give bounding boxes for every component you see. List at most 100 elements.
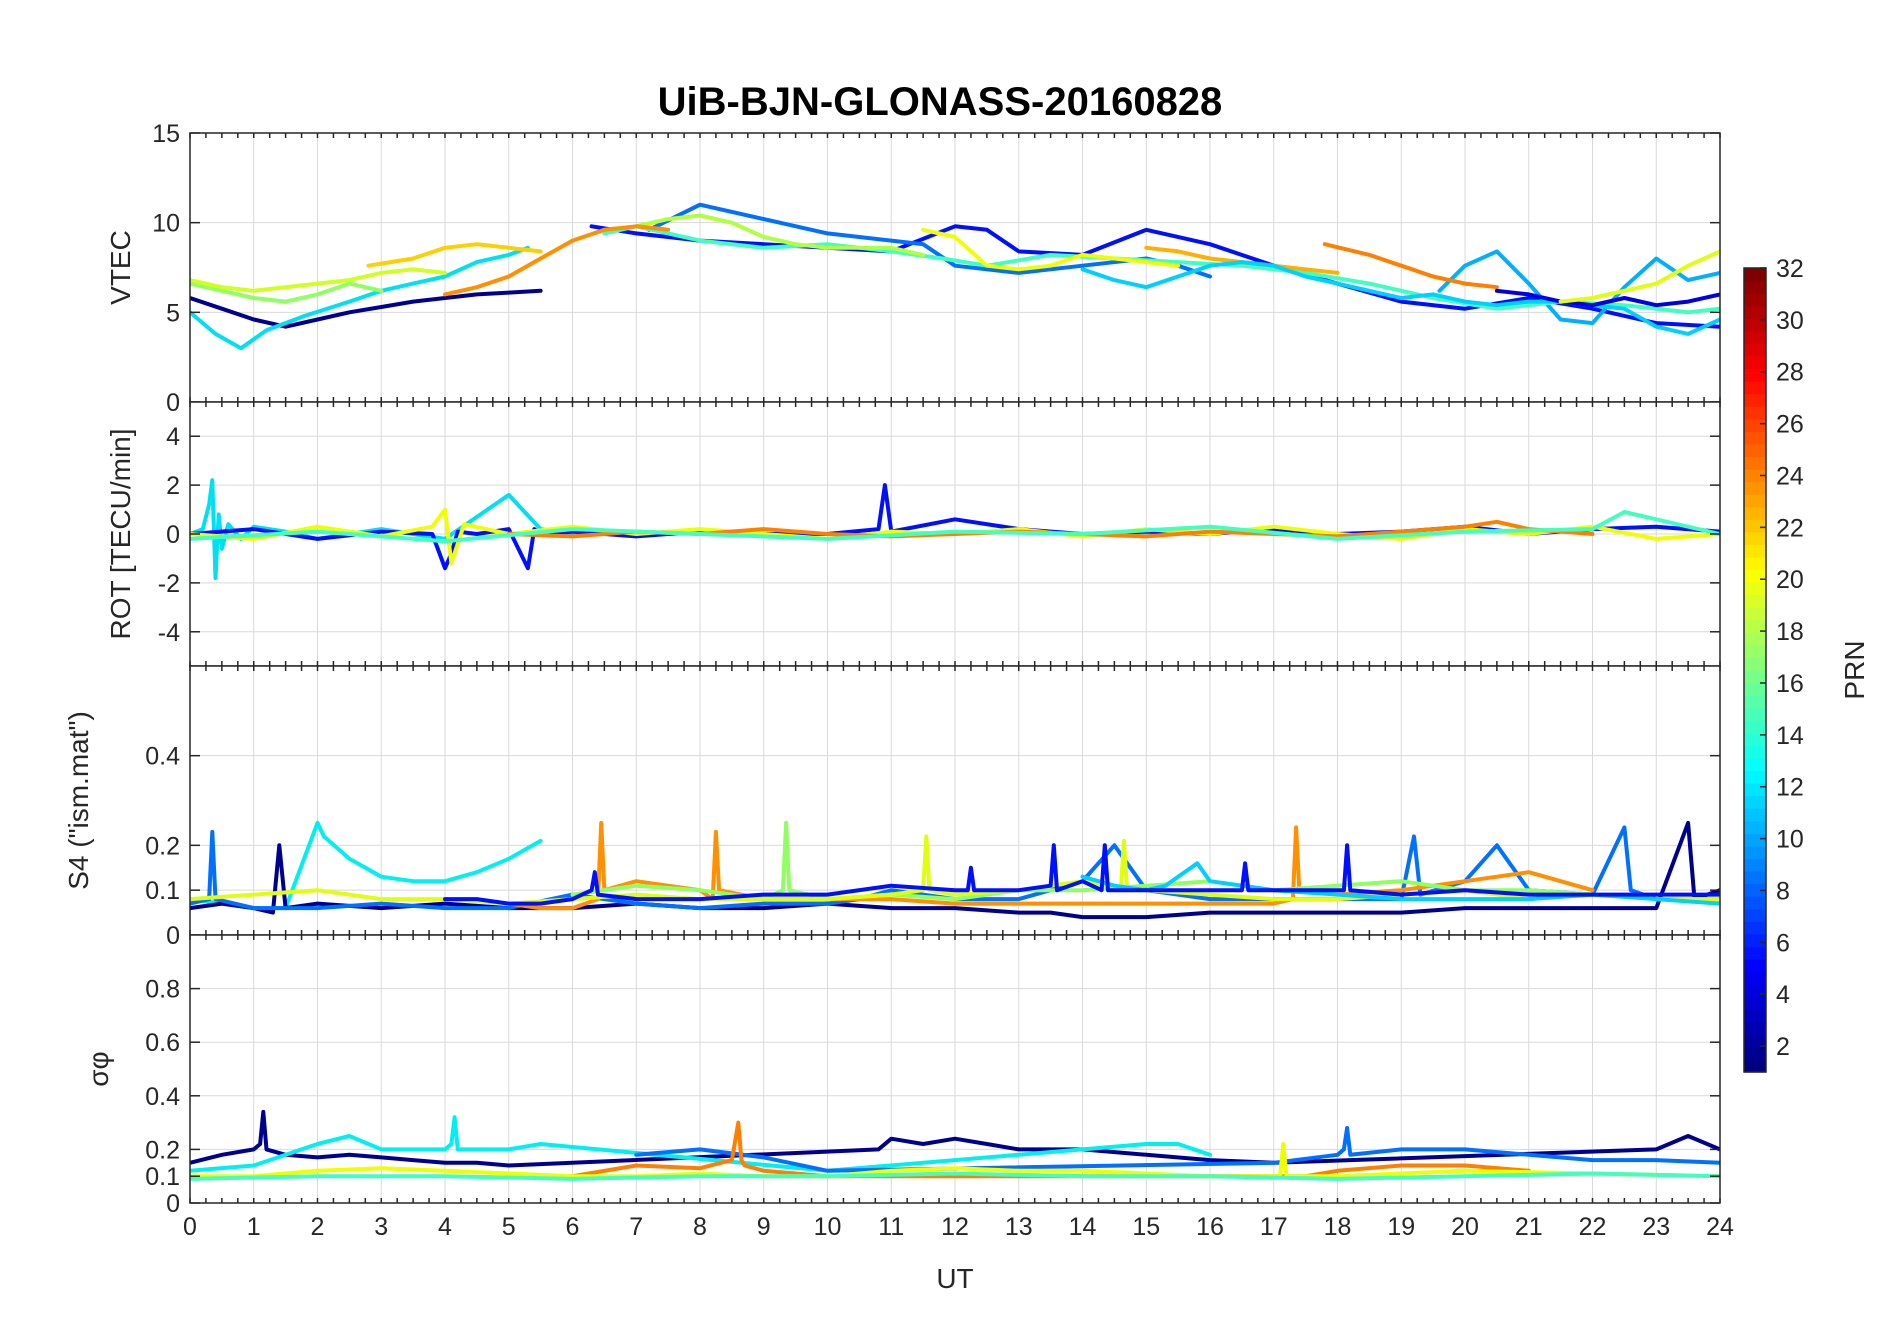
colorbar-tick-label: 20 [1776,566,1804,594]
vtec-series-prn-12 [1080,260,1720,336]
colorbar-segment [1744,368,1766,382]
colorbar-segment [1744,619,1766,633]
y-tick-label: 0.1 [145,877,180,905]
colorbar-tick-label: 30 [1776,307,1804,335]
axes-frame [189,934,1721,1204]
x-tick-label: 13 [1005,1213,1033,1241]
vtec-series-prn-5 [589,224,1720,329]
colorbar-segment [1744,871,1766,885]
rot-series-prn-15 [190,510,1720,544]
colorbar-tick-label: 16 [1776,670,1804,698]
rot-series-group [190,478,1720,580]
colorbar-segment [1744,720,1766,734]
x-tick-label: 16 [1196,1213,1224,1241]
y-tick-label: 10 [152,210,180,238]
y-tick-label: 0 [166,922,180,950]
colorbar-segment [1744,343,1766,357]
colorbar-segment [1744,556,1766,571]
x-tick-label: 3 [374,1213,388,1241]
y-tick-label: 0.2 [145,832,180,860]
colorbar-segment [1744,594,1766,608]
x-tick-label: 17 [1260,1213,1288,1241]
y-axis-label-sigphi: σφ [83,1051,114,1086]
colorbar-segment [1744,305,1766,319]
colorbar-segment [1744,996,1766,1010]
colorbar-tick-label: 24 [1776,462,1804,490]
colorbar-segment [1744,293,1766,307]
colorbar-segment [1744,406,1766,420]
y-tick-label: -2 [158,570,180,598]
colorbar-segment [1744,607,1766,621]
y-tick-label: 0.4 [145,1083,180,1111]
colorbar-frame [1743,267,1767,1073]
y-tick-label: 0.1 [145,1163,180,1191]
colorbar-tick-label: 12 [1776,774,1804,802]
chart-title: UiB-BJN-GLONASS-20160828 [658,80,1223,124]
y-axis-label-vtec: VTEC [105,230,136,305]
y-axis-label-s4: S4 ("ism.mat") [63,711,94,890]
colorbar-segment [1744,971,1766,985]
colorbar-segment [1744,519,1766,533]
y-tick-label: 5 [166,299,180,327]
vtec-series-prn-17 [190,281,384,304]
sigphi-series-prn-23 [538,1120,1531,1179]
x-tick-label: 19 [1387,1213,1415,1241]
vtec-series-prn-24 [1322,242,1499,290]
colorbar-segment [1744,393,1766,407]
colorbar-tick-label: 14 [1776,722,1804,750]
vtec-series-prn-13 [190,245,530,351]
y-tick-label: 15 [152,120,180,148]
sigphi-series-prn-1 [190,1109,1720,1168]
x-tick-label: 23 [1642,1213,1670,1241]
colorbar-segment [1744,330,1766,344]
colorbar-segment [1744,431,1766,445]
x-tick-label: 4 [438,1213,452,1241]
x-tick-label: 21 [1515,1213,1543,1241]
colorbar-tick-label: 22 [1776,514,1804,542]
colorbar-segment [1744,657,1766,671]
colorbar-segment [1744,783,1766,797]
vtec-series-prn-18 [634,213,926,257]
x-tick-label: 6 [566,1213,580,1241]
x-tick-label: 14 [1069,1213,1097,1241]
colorbar-segment [1744,845,1766,860]
panel-rot: -4 -2 0 2 4 ROT [TECU/min] [105,401,1721,667]
y-tick-label: 0 [166,521,180,549]
vtec-series-prn-3 [1494,288,1720,308]
y-tick-label: 0 [166,1190,180,1218]
colorbar-segment [1744,820,1766,834]
colorbar-segment [1744,381,1766,395]
colorbar-segment [1744,1059,1766,1073]
y-tick-label: -4 [158,619,180,647]
y-tick-label: 0.8 [145,976,180,1004]
colorbar-segment [1744,946,1766,960]
colorbar-segment [1744,1034,1766,1048]
colorbar-tick-label: 18 [1776,618,1804,646]
vtec-series-prn-11 [1437,249,1720,326]
y-tick-label: 0.2 [145,1136,180,1164]
colorbar-segment [1744,1021,1766,1035]
colorbar-segment [1744,908,1766,922]
vtec-series-group [190,202,1720,351]
s4-series-prn-9 [190,825,1720,911]
x-tick-label: 1 [247,1213,261,1241]
colorbar-segment [1744,883,1766,897]
colorbar-label: PRN [1839,640,1870,699]
colorbar-segment [1744,569,1766,583]
panel-s4: 0 0.1 0.2 0.4 S4 ("ism.mat") [63,665,1721,950]
y-tick-label: 2 [166,472,180,500]
colorbar-segment [1744,544,1766,558]
colorbar-segment [1744,896,1766,910]
x-tick-label: 9 [757,1213,771,1241]
s4-series-prn-5 [443,843,1720,906]
colorbar-tick-label: 2 [1776,1033,1790,1061]
colorbar-segment [1744,707,1766,721]
colorbar-segment [1744,280,1766,294]
colorbar-segment [1744,921,1766,935]
colorbar-segment [1744,318,1766,332]
colorbar-segment [1744,757,1766,772]
colorbar-segment [1744,644,1766,659]
colorbar-segment [1744,808,1766,822]
